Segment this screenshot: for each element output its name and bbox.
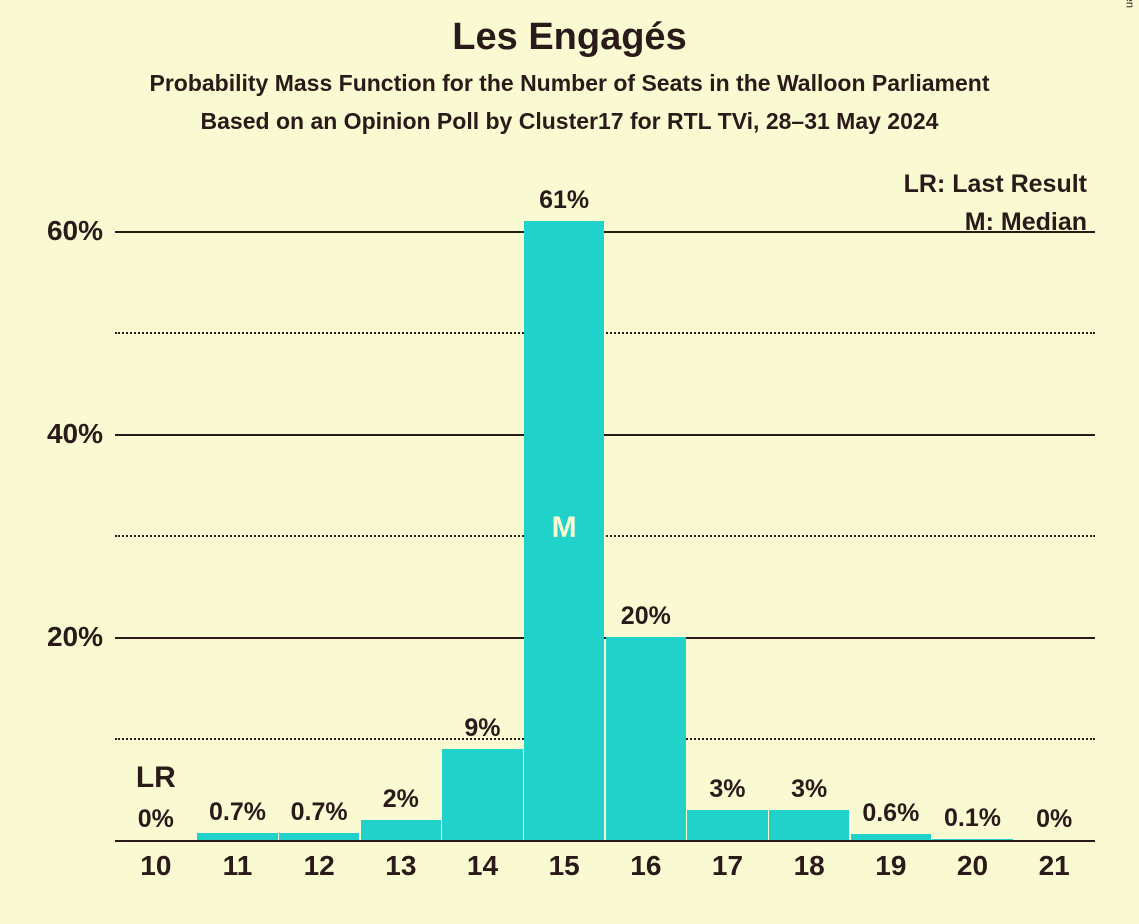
bar-value-label: 61% [513, 186, 615, 215]
median-annotation: M [523, 511, 605, 545]
x-axis-label: 12 [278, 850, 360, 882]
x-axis-label: 10 [115, 850, 197, 882]
gridline-major [115, 231, 1095, 233]
bar [361, 820, 441, 840]
bar-value-label: 20% [595, 602, 697, 631]
bar [851, 834, 931, 840]
gridline-major [115, 434, 1095, 436]
copyright-text: © 2024 Filip van Laenen [1123, 0, 1135, 8]
x-axis-label: 14 [442, 850, 524, 882]
legend-median: M: Median [965, 208, 1087, 237]
x-axis-label: 13 [360, 850, 442, 882]
bar-value-label: 9% [432, 714, 534, 743]
x-axis-label: 16 [605, 850, 687, 882]
y-axis-label: 20% [23, 621, 103, 653]
gridline-major [115, 840, 1095, 842]
x-axis-label: 11 [197, 850, 279, 882]
chart-subtitle-1: Probability Mass Function for the Number… [0, 70, 1139, 97]
bar [442, 749, 522, 840]
plot-area: 20%40%60%0%10LR0.7%110.7%122%139%1461%15… [115, 180, 1095, 840]
gridline-minor [115, 332, 1095, 334]
chart-container: Les Engagés Probability Mass Function fo… [0, 0, 1139, 924]
gridline-minor [115, 535, 1095, 537]
bar [769, 810, 849, 840]
chart-subtitle-2: Based on an Opinion Poll by Cluster17 fo… [0, 108, 1139, 135]
x-axis-label: 15 [523, 850, 605, 882]
bar-value-label: 0% [1003, 805, 1105, 834]
x-axis-label: 20 [932, 850, 1014, 882]
y-axis-label: 40% [23, 418, 103, 450]
bar [687, 810, 767, 840]
bar [606, 637, 686, 840]
chart-title: Les Engagés [0, 16, 1139, 59]
legend-lr: LR: Last Result [904, 170, 1087, 199]
bar [932, 839, 1012, 840]
lr-annotation: LR [115, 761, 197, 795]
bar [197, 833, 277, 840]
bar-value-label: 2% [350, 785, 452, 814]
bar [279, 833, 359, 840]
x-axis-label: 19 [850, 850, 932, 882]
y-axis-label: 60% [23, 215, 103, 247]
x-axis-label: 18 [768, 850, 850, 882]
x-axis-label: 17 [687, 850, 769, 882]
x-axis-label: 21 [1013, 850, 1095, 882]
